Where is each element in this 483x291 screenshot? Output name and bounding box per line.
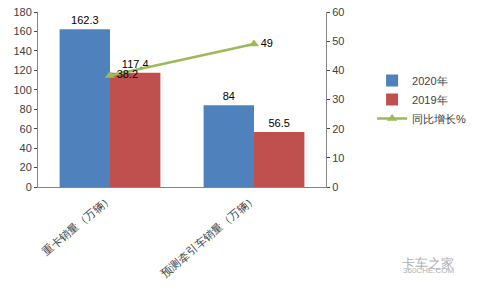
svg-text:49: 49 xyxy=(261,37,273,49)
svg-text:56.5: 56.5 xyxy=(268,117,289,129)
svg-text:同比增长%: 同比增长% xyxy=(412,113,466,125)
svg-text:40: 40 xyxy=(332,64,344,76)
svg-text:38.2: 38.2 xyxy=(117,68,138,80)
svg-text:162.3: 162.3 xyxy=(71,14,99,26)
svg-text:0: 0 xyxy=(332,181,338,193)
svg-text:0: 0 xyxy=(26,181,32,193)
svg-text:预测牵引车销量（万辆）: 预测牵引车销量（万辆） xyxy=(158,192,258,279)
svg-text:100: 100 xyxy=(13,84,31,96)
svg-text:160: 160 xyxy=(13,25,31,37)
svg-text:卡车之家: 卡车之家 xyxy=(402,256,454,271)
svg-text:84: 84 xyxy=(223,90,235,102)
svg-text:2020年: 2020年 xyxy=(412,75,447,87)
svg-text:10: 10 xyxy=(332,152,344,164)
svg-text:180: 180 xyxy=(13,6,31,18)
svg-text:2019年: 2019年 xyxy=(412,94,447,106)
svg-text:20: 20 xyxy=(332,123,344,135)
svg-text:80: 80 xyxy=(20,103,32,115)
svg-text:140: 140 xyxy=(13,45,31,57)
svg-text:60: 60 xyxy=(20,123,32,135)
svg-text:60: 60 xyxy=(332,6,344,18)
svg-text:重卡销量（万辆）: 重卡销量（万辆） xyxy=(40,192,115,258)
svg-text:360CHE.COM: 360CHE.COM xyxy=(403,266,454,275)
svg-text:120: 120 xyxy=(13,64,31,76)
svg-text:30: 30 xyxy=(332,93,344,105)
svg-text:50: 50 xyxy=(332,35,344,47)
svg-text:117.4: 117.4 xyxy=(122,58,149,70)
svg-text:20: 20 xyxy=(20,161,32,173)
svg-text:40: 40 xyxy=(20,142,32,154)
